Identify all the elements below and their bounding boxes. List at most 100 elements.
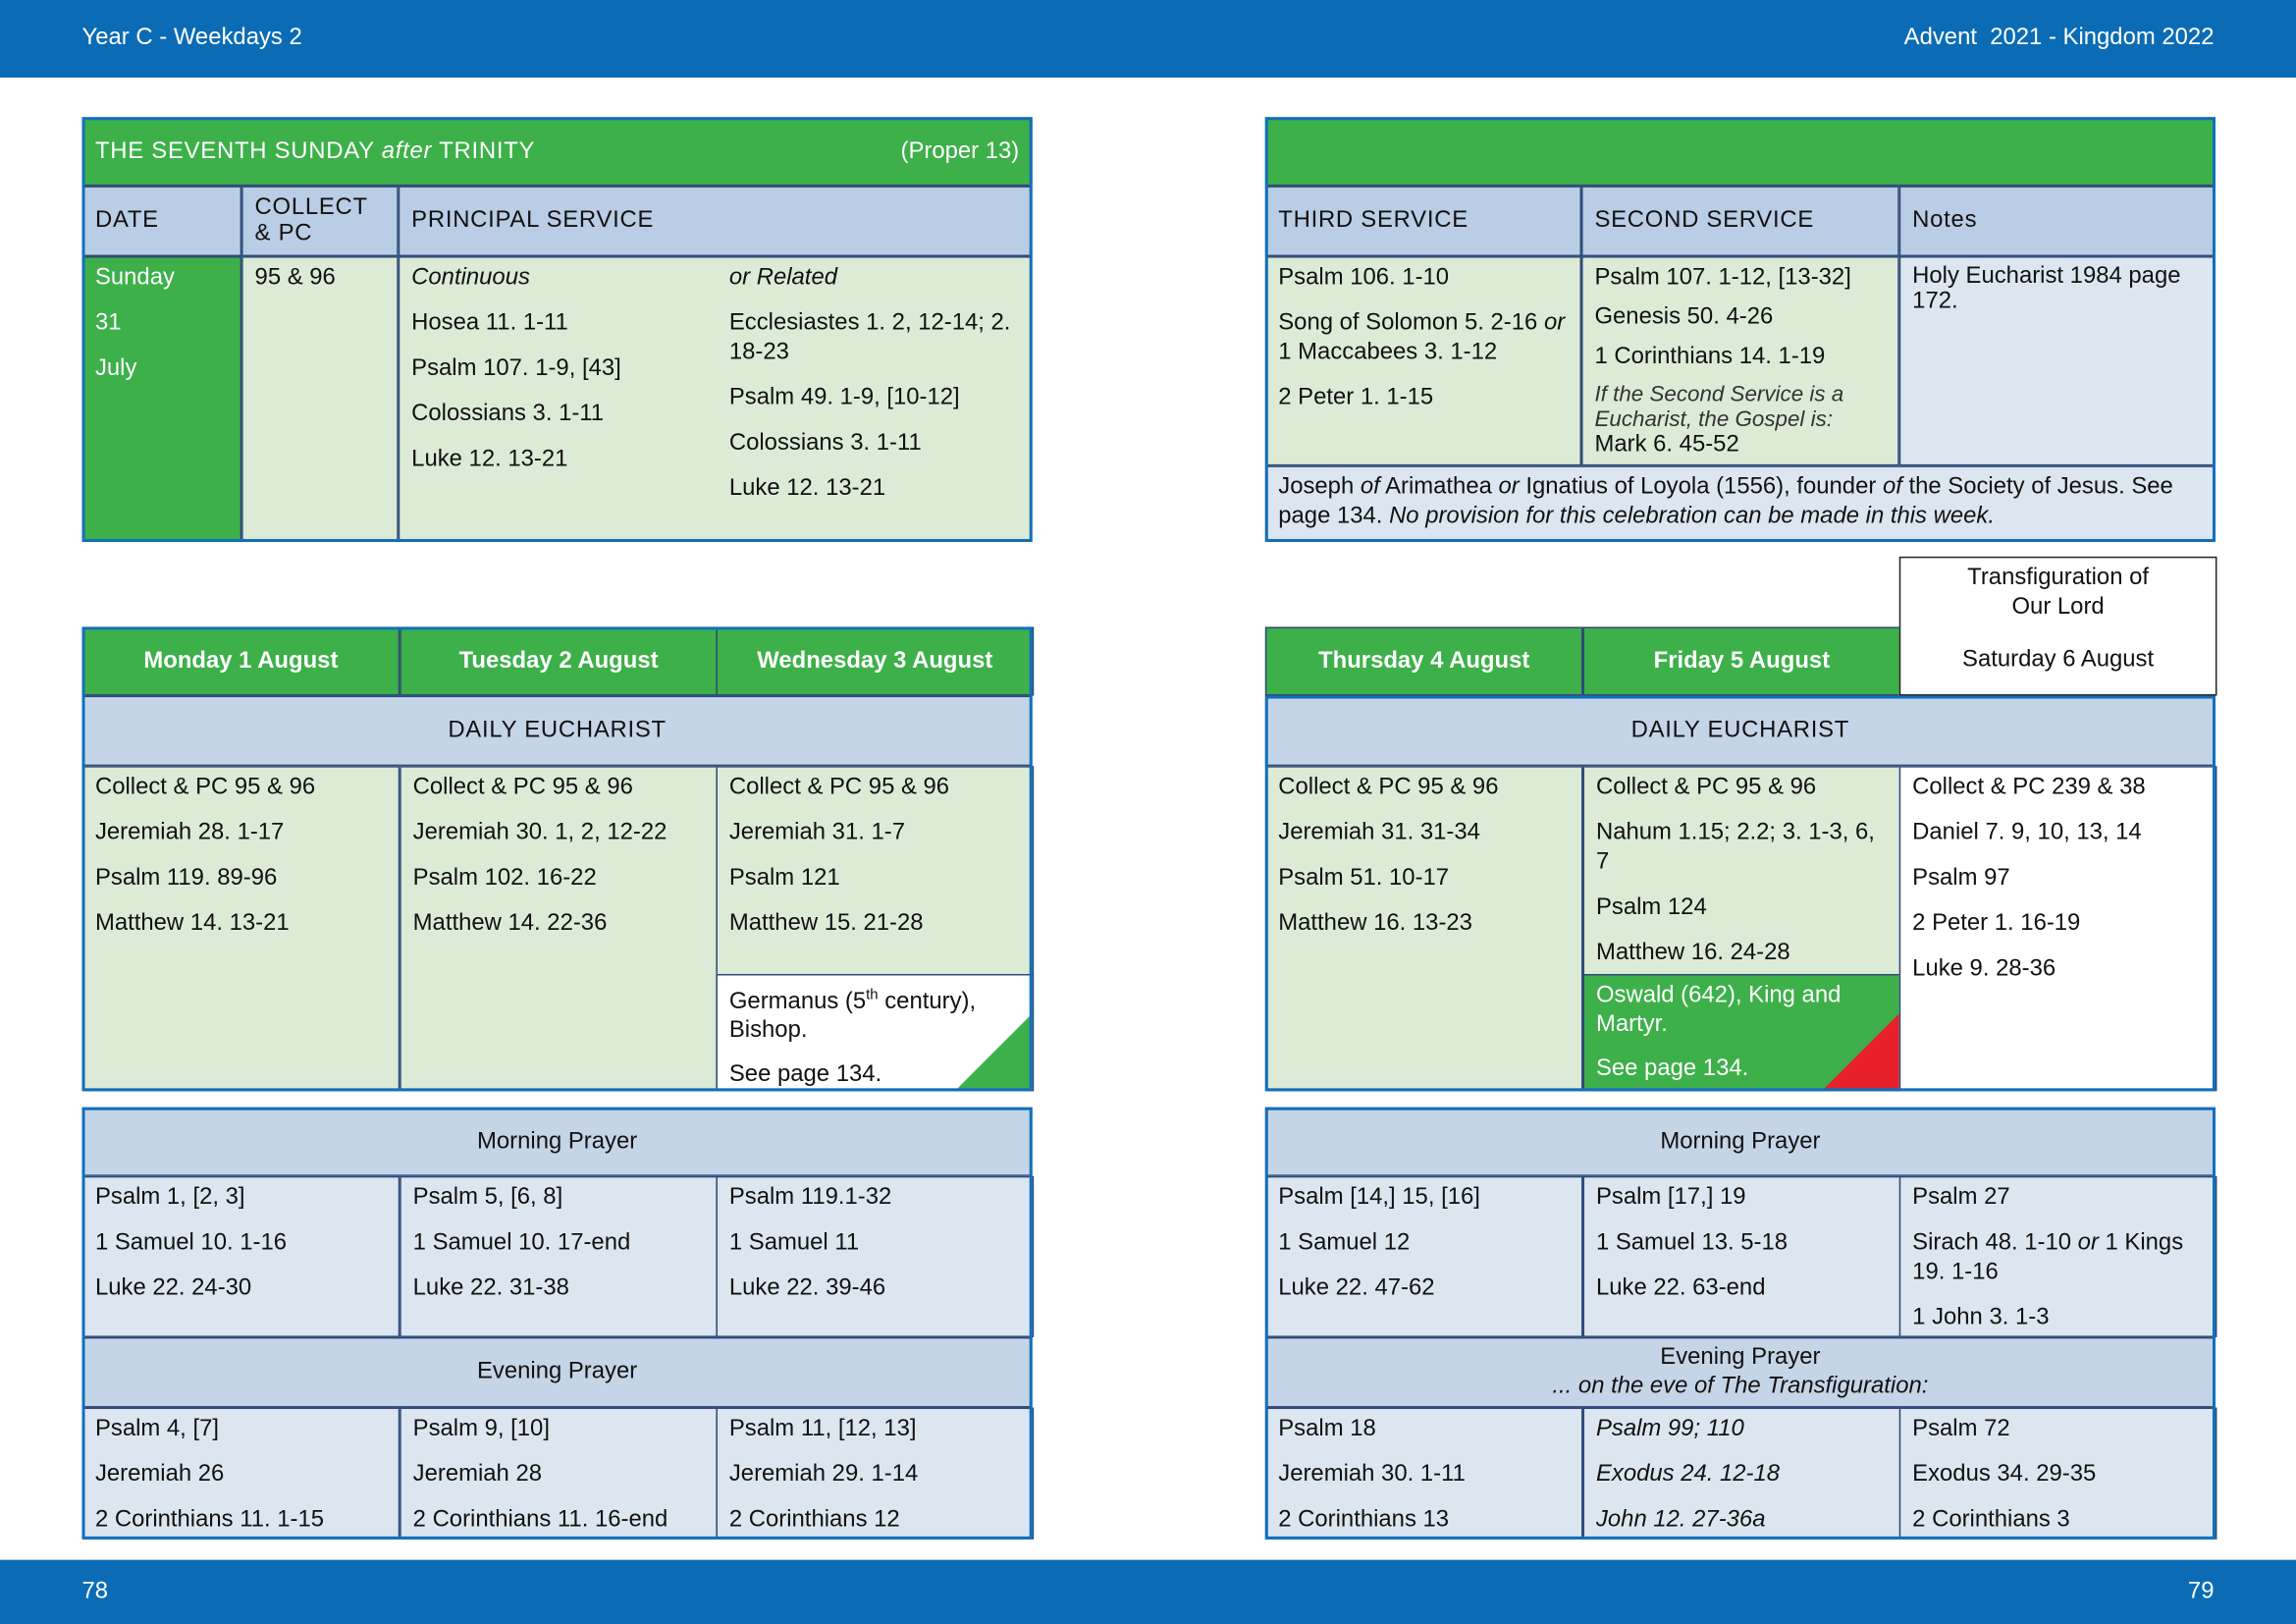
collect: 95 & 96 <box>254 264 336 291</box>
morning-header: Morning Prayer <box>1264 1107 2216 1176</box>
text-span: Germanus (5 <box>728 989 867 1014</box>
continuous-wrap: Continuous Hosea 11. 1-11 Psalm 107. 1-9, … <box>400 258 716 497</box>
reading: Jeremiah 28 <box>412 1461 543 1488</box>
evening-note: ... on the eve of The Transfiguration: <box>1552 1374 1929 1399</box>
eucharist-cell: Collect & PC 95 & 96 Jeremiah 28. 1-17 Psa… <box>81 766 400 1092</box>
reading: Luke 9. 28-36 <box>1912 956 2056 982</box>
day-name: Friday 5 August <box>1653 648 1831 674</box>
reading: Matthew 16. 13-23 <box>1278 910 1472 937</box>
day-name: Wednesday 3 August <box>757 648 993 674</box>
morning-list: Psalm 119.1-32 1 Samuel 11 Luke 22. 39-46 <box>718 1177 1033 1326</box>
day-header: Monday 1 August <box>81 626 400 696</box>
reading: Psalm [14,] 15, [16] <box>1278 1184 1480 1211</box>
date-cell: Sunday 31 July <box>81 256 242 542</box>
column-header: DATE <box>81 186 242 257</box>
reading: 1 Samuel 10. 1-16 <box>94 1230 288 1256</box>
commemoration-line: Oswald (642), King and Martyr. <box>1595 982 1842 1038</box>
header-text: DATE <box>94 207 159 234</box>
reading: 2 Corinthians 3 <box>1912 1506 2070 1533</box>
day-header: Tuesday 2 August <box>400 626 718 696</box>
header-text: THIRD SERVICE <box>1278 207 1468 234</box>
morning-cell: Psalm 5, [6, 8] 1 Samuel 10. 17-end Luke 2… <box>400 1175 718 1337</box>
day-name: Saturday 6 August <box>1962 647 2155 673</box>
commemoration-line: See page 134. <box>728 1061 882 1088</box>
text-span: 1 Maccabees 3. 1-12 <box>1278 340 1498 365</box>
second-note-reading: Mark 6. 45-52 <box>1594 432 1739 458</box>
reading: Luke 12. 13-21 <box>728 475 886 502</box>
reading: 1 Corinthians 14. 1-19 <box>1594 344 1826 369</box>
text-span: Sirach 48. 1-10 <box>1912 1230 2078 1256</box>
text-span: TRINITY <box>432 137 536 164</box>
morning-list: Psalm 5, [6, 8] 1 Samuel 10. 17-end Luke 2… <box>401 1177 717 1326</box>
morning-label: Morning Prayer <box>1660 1128 1821 1154</box>
reading: Psalm 107. 1-12, [13-32] <box>1594 264 1851 291</box>
header-text: COLLECT & PC <box>254 194 368 246</box>
eucharist-label: DAILY EUCHARIST <box>1630 717 1850 743</box>
eucharist-header: DAILY EUCHARIST <box>81 695 1033 767</box>
evening-list: Psalm 99; 110 Exodus 24. 12-18 John 12. 27… <box>1584 1409 1899 1538</box>
evening-cell: Psalm 9, [10] Jeremiah 28 2 Corinthians 11… <box>400 1407 718 1540</box>
continuous-column: Continuous Hosea 11. 1-11 Psalm 107. 1-9, … <box>400 258 716 497</box>
reading: Psalm 9, [10] <box>412 1416 550 1441</box>
reading: Daniel 7. 9, 10, 13, 14 <box>1912 820 2142 845</box>
evening-cell: Psalm 4, [7] Jeremiah 26 2 Corinthians 11.… <box>81 1407 400 1540</box>
reading: Psalm 49. 1-9, [10-12] <box>728 385 960 410</box>
reading: Jeremiah 28. 1-17 <box>94 820 285 845</box>
header-bar: Year C - Weekdays 2 Advent 2021 - Kingdo… <box>0 0 2296 79</box>
header-text: PRINCIPAL SERVICE <box>411 207 655 234</box>
reading: Psalm 119.1-32 <box>728 1184 892 1211</box>
text-span: the Society of Jesus. See page 134. <box>1278 474 2173 529</box>
reading: Collect & PC 95 & 96 <box>412 775 633 800</box>
reading: Luke 22. 24-30 <box>94 1275 252 1301</box>
page-number-right: 79 <box>2187 1579 2215 1604</box>
text-span: Song of Solomon 5. 2-16 <box>1278 310 1544 336</box>
text-span: No provision for this celebration can be… <box>1389 504 1995 529</box>
reading: Psalm 27 <box>1912 1184 2010 1211</box>
feast: Transfiguration of Our Lord <box>1967 565 2150 620</box>
reading: Psalm 102. 16-22 <box>412 865 597 891</box>
reading: Jeremiah 30. 1, 2, 12-22 <box>412 820 667 845</box>
reading: Sunday <box>94 264 175 291</box>
reading: Psalm 18 <box>1278 1416 1376 1441</box>
text-span: or <box>1498 474 1520 500</box>
reading: Luke 22. 63-end <box>1595 1275 1766 1301</box>
text-span: after <box>381 137 433 164</box>
second-note: If the Second Service is a Eucharist, th… <box>1594 382 1844 433</box>
commemoration-box: Germanus (5th century), Bishop. See page … <box>716 973 1035 1092</box>
reading: Psalm 5, [6, 8] <box>412 1184 563 1211</box>
commemoration-list: Oswald (642), King and Martyr. See page 1… <box>1584 975 1899 1089</box>
text-span: Exodus 24. 12-18 <box>1595 1461 1781 1488</box>
reading: Exodus 24. 12-18 <box>1596 1460 1888 1489</box>
day-header: Transfiguration of Our Lord Saturday 6 Au… <box>1898 556 2217 696</box>
evening-cell: Psalm 18 Jeremiah 30. 1-11 2 Corinthians 1… <box>1264 1407 1583 1540</box>
reading: Luke 22. 47-62 <box>1278 1275 1435 1301</box>
commemoration-list: Germanus (5th century), Bishop. See page … <box>718 975 1033 1089</box>
reading: Luke 12. 13-21 <box>411 446 568 472</box>
reading: Matthew 14. 13-21 <box>94 910 290 937</box>
notes-cell: Holy Eucharist 1984 page 172. <box>1898 256 2216 466</box>
text-span: Ignatius of Loyola (1556), founder <box>1519 474 1883 500</box>
day-name: Monday 1 August <box>143 648 339 674</box>
evening-list: Psalm 9, [10] Jeremiah 28 2 Corinthians 11… <box>401 1409 717 1538</box>
day-name: Thursday 4 August <box>1318 648 1530 674</box>
header-right: Advent 2021 - Kingdom 2022 <box>1903 25 2215 50</box>
text-span: Arimathea <box>1379 474 1499 500</box>
page-number-left: 78 <box>81 1579 109 1604</box>
evening-cell: Psalm 99; 110 Exodus 24. 12-18 John 12. 27… <box>1582 1407 1901 1540</box>
evening-list: Psalm 4, [7] Jeremiah 26 2 Corinthians 11.… <box>83 1409 399 1538</box>
reading: Psalm 1, [2, 3] <box>94 1184 245 1211</box>
reading: Jeremiah 29. 1-14 <box>728 1461 919 1488</box>
text-span: Psalm 99; 110 <box>1595 1416 1744 1441</box>
eucharist-header: DAILY EUCHARIST <box>1264 695 2216 767</box>
corner-marker <box>1823 1013 1899 1090</box>
text-span: THE SEVENTH SUNDAY <box>94 137 382 164</box>
morning-header: Morning Prayer <box>81 1107 1033 1176</box>
reading: Luke 22. 39-46 <box>728 1275 886 1301</box>
text-span: of <box>1882 474 1902 500</box>
third-list: Psalm 106. 1-10 Song of Solomon 5. 2-16 o… <box>1266 258 1579 435</box>
reading: Psalm 51. 10-17 <box>1278 865 1450 891</box>
reading: 2 Peter 1. 16-19 <box>1912 910 2081 937</box>
reading: Psalm [17,] 19 <box>1595 1184 1746 1211</box>
evening-label: Evening Prayer <box>1660 1344 1821 1370</box>
